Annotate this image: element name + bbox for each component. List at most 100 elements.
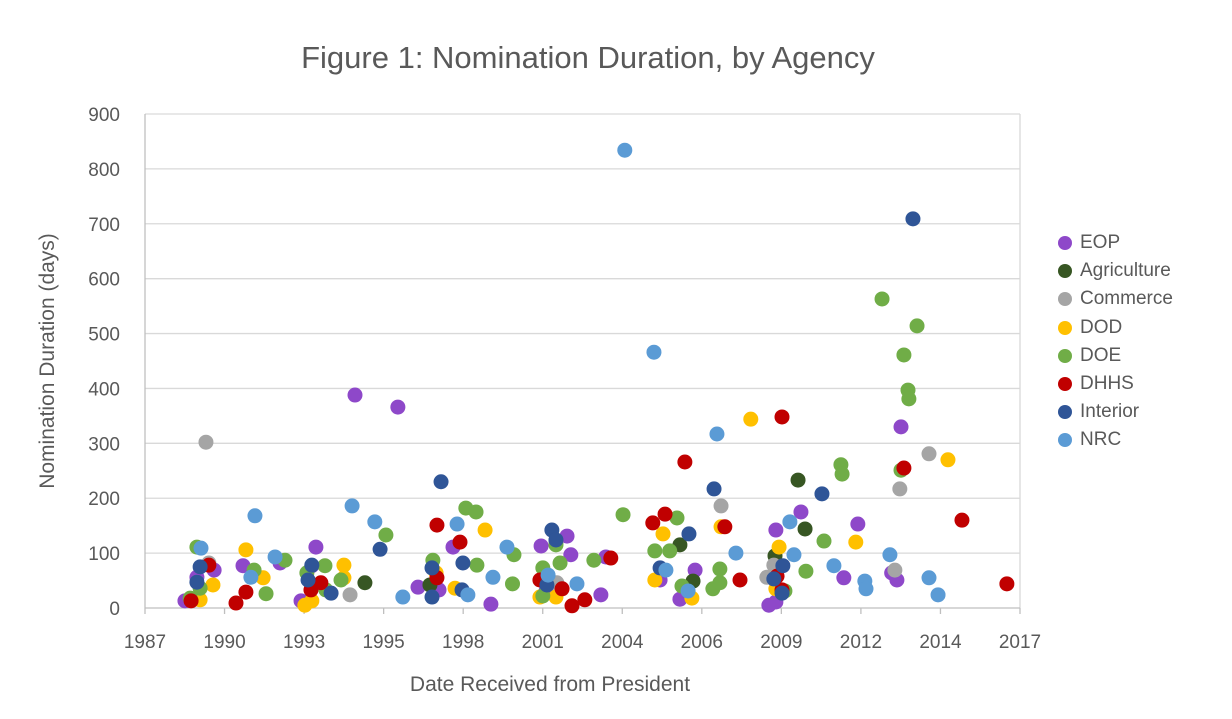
data-point-dod bbox=[238, 542, 254, 558]
data-point-nrc bbox=[540, 567, 556, 583]
data-point-nrc bbox=[267, 549, 283, 565]
data-point-dod bbox=[848, 534, 864, 550]
data-point-eop bbox=[483, 596, 499, 612]
data-point-doe bbox=[378, 527, 394, 543]
data-point-doe bbox=[615, 507, 631, 523]
data-point-eop bbox=[533, 538, 549, 554]
data-point-doe bbox=[469, 557, 485, 573]
legend-marker bbox=[1058, 405, 1072, 420]
data-point-dhhs bbox=[717, 519, 733, 535]
data-point-eop bbox=[893, 419, 909, 435]
data-point-commerce bbox=[713, 498, 729, 514]
y-tick-label: 100 bbox=[88, 544, 120, 565]
data-point-doe bbox=[712, 575, 728, 591]
x-tick-label: 2017 bbox=[999, 632, 1041, 653]
data-point-doe bbox=[712, 561, 728, 577]
x-tick-label: 2012 bbox=[840, 632, 882, 653]
data-point-eop bbox=[410, 579, 426, 595]
x-tick-label: 2014 bbox=[919, 632, 962, 653]
data-point-interior bbox=[304, 557, 320, 573]
data-point-doe bbox=[662, 543, 678, 559]
data-point-nrc bbox=[569, 576, 585, 592]
data-point-doe bbox=[505, 576, 520, 592]
x-tick-label: 1995 bbox=[362, 632, 404, 653]
legend-label: EOP bbox=[1080, 232, 1121, 254]
data-point-eop bbox=[390, 399, 406, 415]
data-point-dod bbox=[771, 539, 787, 555]
data-point-dhhs bbox=[554, 581, 570, 597]
data-point-interior bbox=[548, 532, 564, 548]
data-point-doe bbox=[669, 510, 685, 526]
legend-marker bbox=[1058, 433, 1072, 448]
y-tick-label: 800 bbox=[88, 160, 120, 181]
data-point-commerce bbox=[887, 562, 903, 578]
data-point-nrc bbox=[786, 547, 802, 563]
legend-item-nrc: NRC bbox=[1058, 426, 1173, 454]
data-point-interior bbox=[766, 571, 782, 587]
data-point-interior bbox=[189, 574, 205, 590]
y-tick-label: 400 bbox=[88, 379, 120, 400]
data-point-nrc bbox=[882, 547, 898, 563]
data-point-eop bbox=[563, 547, 579, 563]
data-point-nrc bbox=[485, 569, 501, 585]
data-point-interior bbox=[323, 585, 339, 601]
data-point-eop bbox=[793, 504, 809, 520]
data-point-nrc bbox=[460, 587, 476, 603]
legend-item-dhhs: DHHS bbox=[1058, 370, 1173, 398]
data-point-interior bbox=[300, 572, 316, 588]
data-point-doe bbox=[647, 543, 663, 559]
data-point-nrc bbox=[646, 344, 662, 360]
data-point-agriculture bbox=[797, 521, 813, 537]
data-point-dhhs bbox=[657, 506, 673, 522]
data-point-interior bbox=[192, 559, 208, 575]
data-point-commerce bbox=[342, 587, 358, 603]
data-point-nrc bbox=[367, 514, 383, 530]
data-point-agriculture bbox=[790, 472, 806, 488]
data-point-nrc bbox=[728, 545, 744, 561]
legend-label: Commerce bbox=[1080, 288, 1173, 310]
data-point-dhhs bbox=[896, 460, 912, 476]
legend-marker bbox=[1058, 348, 1072, 363]
data-point-doe bbox=[333, 572, 349, 588]
data-point-interior bbox=[774, 585, 790, 601]
legend-label: NRC bbox=[1080, 429, 1122, 451]
y-tick-label: 600 bbox=[88, 270, 120, 291]
data-point-nrc bbox=[826, 558, 842, 574]
data-point-dhhs bbox=[577, 592, 593, 608]
data-point-dhhs bbox=[228, 595, 244, 611]
data-point-nrc bbox=[499, 539, 515, 555]
data-point-nrc bbox=[858, 581, 874, 597]
data-point-dhhs bbox=[954, 512, 970, 528]
x-tick-label: 1987 bbox=[124, 632, 166, 653]
data-point-dod bbox=[304, 593, 320, 609]
data-point-doe bbox=[874, 291, 890, 307]
data-point-nrc bbox=[680, 583, 696, 599]
data-point-dhhs bbox=[564, 598, 580, 614]
data-point-dod bbox=[940, 452, 956, 468]
x-tick-label: 2004 bbox=[601, 632, 644, 653]
data-point-commerce bbox=[198, 434, 214, 450]
y-tick-label: 200 bbox=[88, 489, 120, 510]
data-point-interior bbox=[455, 555, 471, 571]
data-point-interior bbox=[424, 560, 440, 576]
data-point-interior bbox=[814, 486, 830, 502]
data-point-doe bbox=[834, 466, 850, 482]
data-point-doe bbox=[317, 558, 333, 574]
data-point-nrc bbox=[193, 540, 209, 556]
data-point-doe bbox=[896, 347, 912, 363]
x-axis-label: Date Received from President bbox=[409, 673, 691, 696]
data-point-nrc bbox=[921, 570, 937, 586]
x-tick-label: 1993 bbox=[283, 632, 325, 653]
data-point-doe bbox=[552, 555, 568, 571]
data-point-dhhs bbox=[183, 593, 199, 609]
legend-item-eop: EOP bbox=[1058, 229, 1173, 257]
data-point-eop bbox=[836, 570, 852, 586]
data-point-interior bbox=[433, 474, 449, 490]
data-point-eop bbox=[593, 587, 609, 603]
data-point-commerce bbox=[892, 481, 908, 497]
legend-item-doe: DOE bbox=[1058, 342, 1173, 370]
data-point-nrc bbox=[395, 589, 411, 605]
y-tick-label: 0 bbox=[109, 599, 120, 620]
y-tick-label: 700 bbox=[88, 215, 120, 236]
chart-title: Figure 1: Nomination Duration, by Agency bbox=[301, 40, 875, 75]
